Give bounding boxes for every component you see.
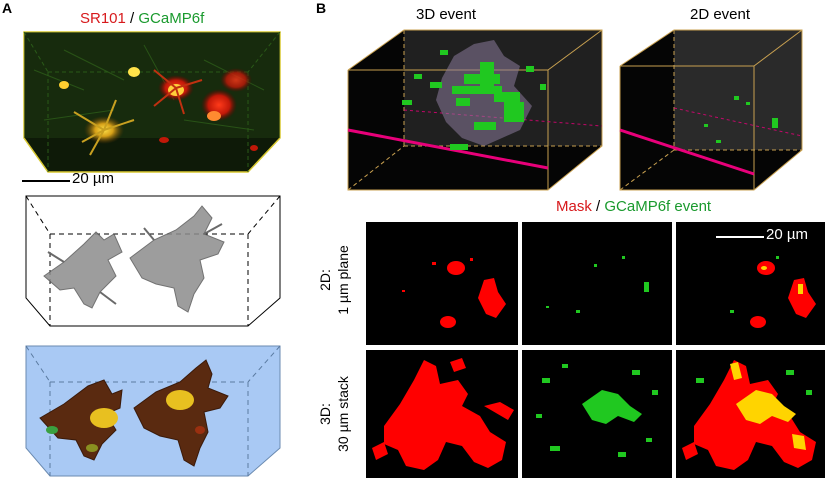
scale-label-b: 20 µm xyxy=(766,226,808,243)
gray-reconstruction-image xyxy=(25,195,281,327)
tile-2d-event xyxy=(522,222,672,345)
gcamp6f-event-label: GCaMP6f event xyxy=(604,198,712,215)
row-label-2d-line1: 2D: xyxy=(317,269,333,291)
tile-3d-event xyxy=(522,350,672,478)
mask-event-title: Mask / GCaMP6f event xyxy=(556,198,711,215)
mask-label: Mask xyxy=(556,198,592,215)
tile-3d-mask xyxy=(366,350,518,478)
row-label-2d: 2D: 1 µm plane xyxy=(316,240,352,320)
colored-reconstruction-image xyxy=(25,345,281,477)
event-2d-volume-image xyxy=(619,29,803,191)
separator: / xyxy=(591,198,605,215)
scale-label-a: 20 µm xyxy=(72,170,114,187)
scale-bar-b xyxy=(716,236,764,238)
row-label-3d-line2: 30 µm stack xyxy=(335,376,351,452)
tile-2d-overlay: 20 µm xyxy=(676,222,825,345)
event-3d-volume-image xyxy=(347,29,603,191)
panel-a-letter: A xyxy=(2,0,13,16)
separator: / xyxy=(125,10,139,27)
row-label-2d-line2: 1 µm plane xyxy=(335,245,351,315)
gcamp6f-label: GCaMP6f xyxy=(138,10,205,27)
sr101-label: SR101 xyxy=(80,10,126,27)
fluorescence-volume-image xyxy=(23,31,281,173)
row-label-3d: 3D: 30 µm stack xyxy=(316,368,352,460)
panel-b-letter: B xyxy=(316,0,327,16)
event-2d-label: 2D event xyxy=(690,6,751,23)
event-3d-label: 3D event xyxy=(416,6,477,23)
panel-a-title: SR101 / GCaMP6f xyxy=(80,10,204,27)
tile-2d-mask xyxy=(366,222,518,345)
scale-bar-a xyxy=(22,180,70,182)
row-label-3d-line1: 3D: xyxy=(317,403,333,425)
tile-3d-overlay xyxy=(676,350,825,478)
